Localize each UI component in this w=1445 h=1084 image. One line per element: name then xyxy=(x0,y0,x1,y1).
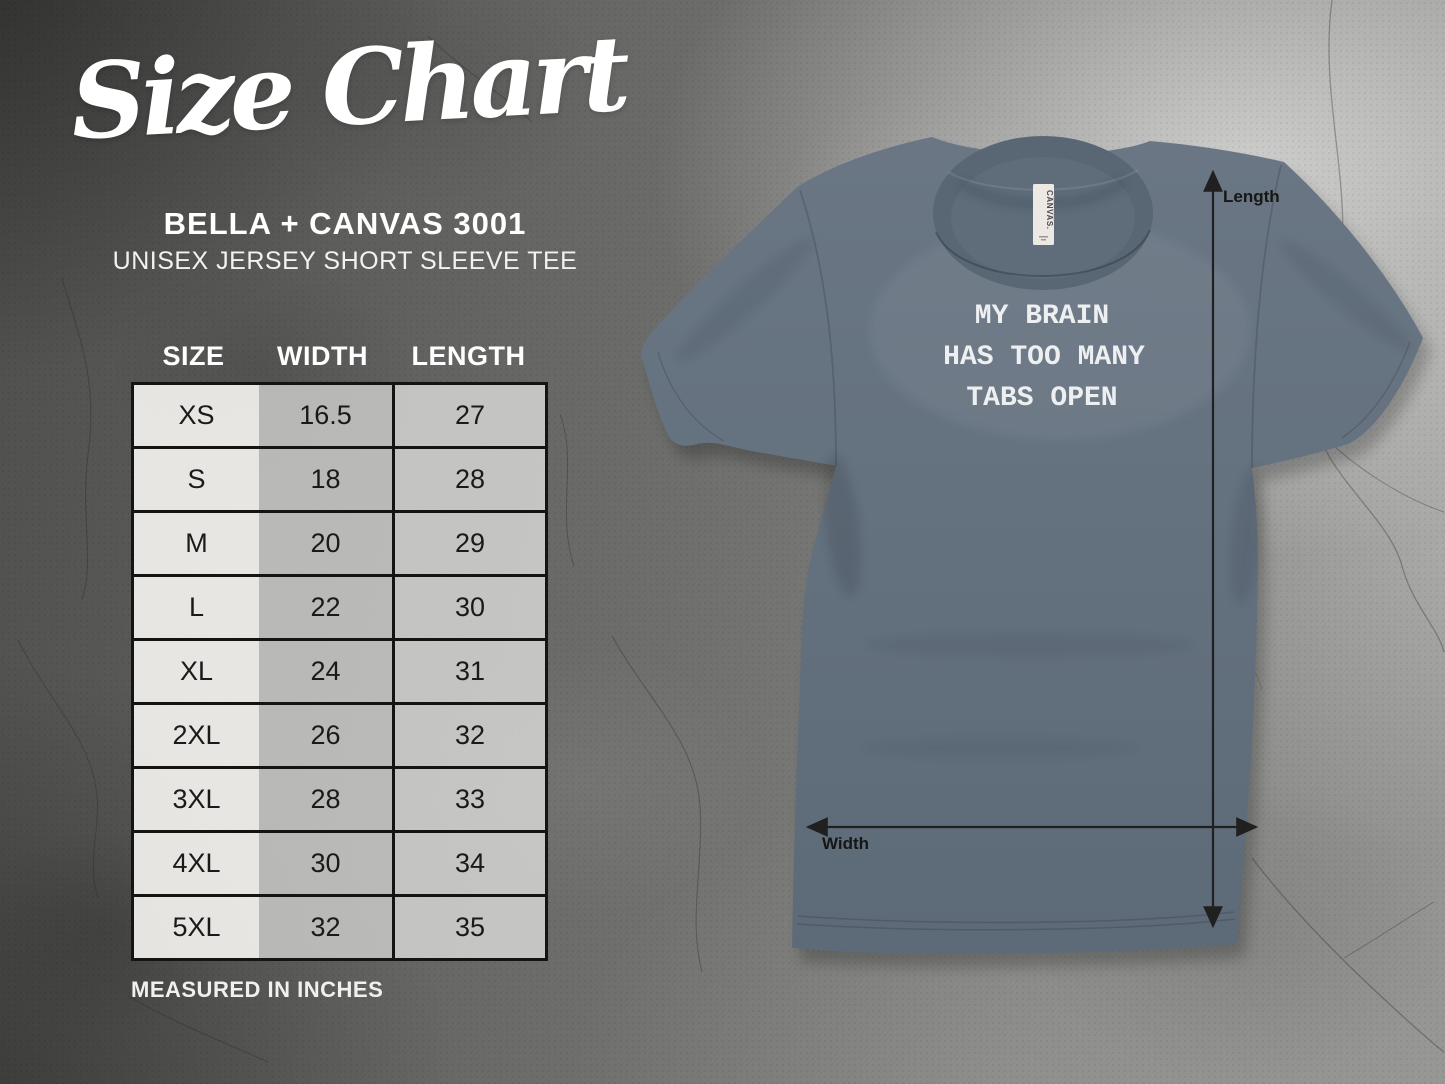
table-row: 3XL 28 33 xyxy=(134,766,545,830)
design-line-2: HAS TOO MANY xyxy=(943,342,1145,373)
length-cell: 27 xyxy=(392,385,545,446)
stitching xyxy=(657,164,1411,931)
width-cell: 32 xyxy=(259,897,392,958)
table-row: XL 24 31 xyxy=(134,638,545,702)
length-cell: 33 xyxy=(392,769,545,830)
header-length: LENGTH xyxy=(411,340,526,371)
tshirt-mockup: CANVAS. BELLA + CANVAS MY BRAIN HAS TOO … xyxy=(560,95,1445,1055)
size-cell: L xyxy=(134,577,259,638)
width-cell: 18 xyxy=(259,449,392,510)
header-size: SIZE xyxy=(162,340,225,371)
width-cell: 28 xyxy=(259,769,392,830)
header-width: WIDTH xyxy=(277,340,368,371)
design-line-1: MY BRAIN xyxy=(975,301,1109,332)
length-label: Length xyxy=(1223,187,1280,206)
measurement-arrows: Length Width xyxy=(805,169,1280,929)
length-cell: 32 xyxy=(392,705,545,766)
size-cell: 5XL xyxy=(134,897,259,958)
width-cell: 20 xyxy=(259,513,392,574)
table-row: XS 16.5 27 xyxy=(134,385,545,446)
length-cell: 28 xyxy=(392,449,545,510)
width-cell: 26 xyxy=(259,705,392,766)
design-line-3: TABS OPEN xyxy=(966,383,1117,414)
width-cell: 22 xyxy=(259,577,392,638)
units-footnote: MEASURED IN INCHES xyxy=(131,977,384,1002)
table-row: 4XL 30 34 xyxy=(134,830,545,894)
size-table-body: XS 16.5 27 S 18 28 M 20 29 L 22 30 XL 24 31 2XL 26 32 3XL 2… xyxy=(131,382,548,961)
neck-tag-subbrand: BELLA + CANVAS xyxy=(1052,196,1056,221)
width-cell: 30 xyxy=(259,833,392,894)
length-cell: 35 xyxy=(392,897,545,958)
size-cell: S xyxy=(134,449,259,510)
table-row: S 18 28 xyxy=(134,446,545,510)
size-cell: XL xyxy=(134,641,259,702)
tshirt-svg: CANVAS. BELLA + CANVAS MY BRAIN HAS TOO … xyxy=(641,136,1431,967)
product-subtitle: UNISEX JERSEY SHORT SLEEVE TEE xyxy=(112,247,578,275)
table-row: 5XL 32 35 xyxy=(134,894,545,958)
length-cell: 31 xyxy=(392,641,545,702)
size-cell: XS xyxy=(134,385,259,446)
table-row: L 22 30 xyxy=(134,574,545,638)
table-row: M 20 29 xyxy=(134,510,545,574)
width-cell: 16.5 xyxy=(259,385,392,446)
length-cell: 29 xyxy=(392,513,545,574)
neck-tag-brand: CANVAS. xyxy=(1045,190,1054,230)
table-row: 2XL 26 32 xyxy=(134,702,545,766)
fabric-folds xyxy=(675,220,1411,758)
size-table: SIZE WIDTH LENGTH XS 16.5 27 S 18 28 M 20 29 L 22 3… xyxy=(131,330,548,961)
width-label: Width xyxy=(822,834,869,853)
width-cell: 24 xyxy=(259,641,392,702)
length-cell: 34 xyxy=(392,833,545,894)
product-name: BELLA + CANVAS 3001 xyxy=(163,206,527,241)
size-cell: M xyxy=(134,513,259,574)
size-cell: 3XL xyxy=(134,769,259,830)
neck-tag: CANVAS. BELLA + CANVAS xyxy=(1033,184,1056,245)
shirt-design-text: MY BRAIN HAS TOO MANY TABS OPEN xyxy=(943,301,1145,414)
size-cell: 4XL xyxy=(134,833,259,894)
size-cell: 2XL xyxy=(134,705,259,766)
length-cell: 30 xyxy=(392,577,545,638)
size-table-header: SIZE WIDTH LENGTH xyxy=(131,330,548,382)
